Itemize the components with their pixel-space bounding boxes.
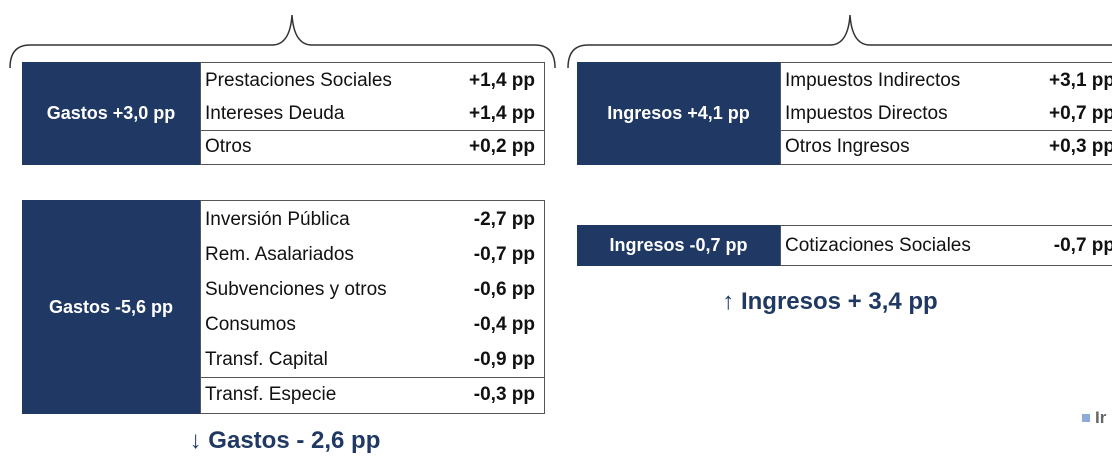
item-name: Inversión Pública [205,209,350,230]
item-value: +0,7 pp [1049,103,1112,124]
item-value: -0,6 pp [473,279,535,300]
item-name: Impuestos Indirectos [785,70,961,91]
block-label: Gastos +3,0 pp [22,62,200,165]
block-label: Gastos -5,6 pp [22,200,200,414]
brace [9,14,556,69]
row-separator [200,130,545,131]
item-value: -0,3 pp [473,384,535,405]
item-value: -0,7 pp [1053,235,1112,256]
block-label: Ingresos -0,7 pp [577,225,780,266]
items-frame [780,225,1112,266]
item-value: -2,7 pp [473,209,535,230]
item-value: +0,3 pp [1049,136,1112,157]
item-value: -0,9 pp [473,349,535,370]
items-frame [200,200,545,414]
item-name: Cotizaciones Sociales [785,235,971,256]
item-name: Otros Ingresos [785,136,910,157]
item-name: Subvenciones y otros [205,279,387,300]
item-name: Impuestos Directos [785,103,948,124]
items-frame [200,62,545,165]
group-total: ↓ Gastos - 2,6 pp [189,427,381,454]
item-value: +1,4 pp [469,70,535,91]
block-label: Ingresos +4,1 pp [577,62,780,165]
row-separator [200,377,545,378]
item-name: Consumos [205,314,296,335]
item-name: Rem. Asalariados [205,244,354,265]
row-separator [780,130,1112,131]
item-value: -0,7 pp [473,244,535,265]
legend-swatch [1082,414,1090,422]
legend-text: Ir [1095,408,1107,427]
item-value: +1,4 pp [469,103,535,124]
item-name: Prestaciones Sociales [205,70,392,91]
item-name: Intereses Deuda [205,103,345,124]
brace [567,14,1112,69]
item-value: -0,4 pp [473,314,535,335]
item-value: +0,2 pp [469,136,535,157]
braces [9,14,1112,69]
item-name: Transf. Capital [205,349,328,370]
item-name: Transf. Especie [205,384,337,405]
item-name: Otros [205,136,252,157]
group-total: ↑ Ingresos + 3,4 pp [722,288,938,315]
item-value: +3,1 pp [1049,70,1112,91]
items-frame [780,62,1112,165]
